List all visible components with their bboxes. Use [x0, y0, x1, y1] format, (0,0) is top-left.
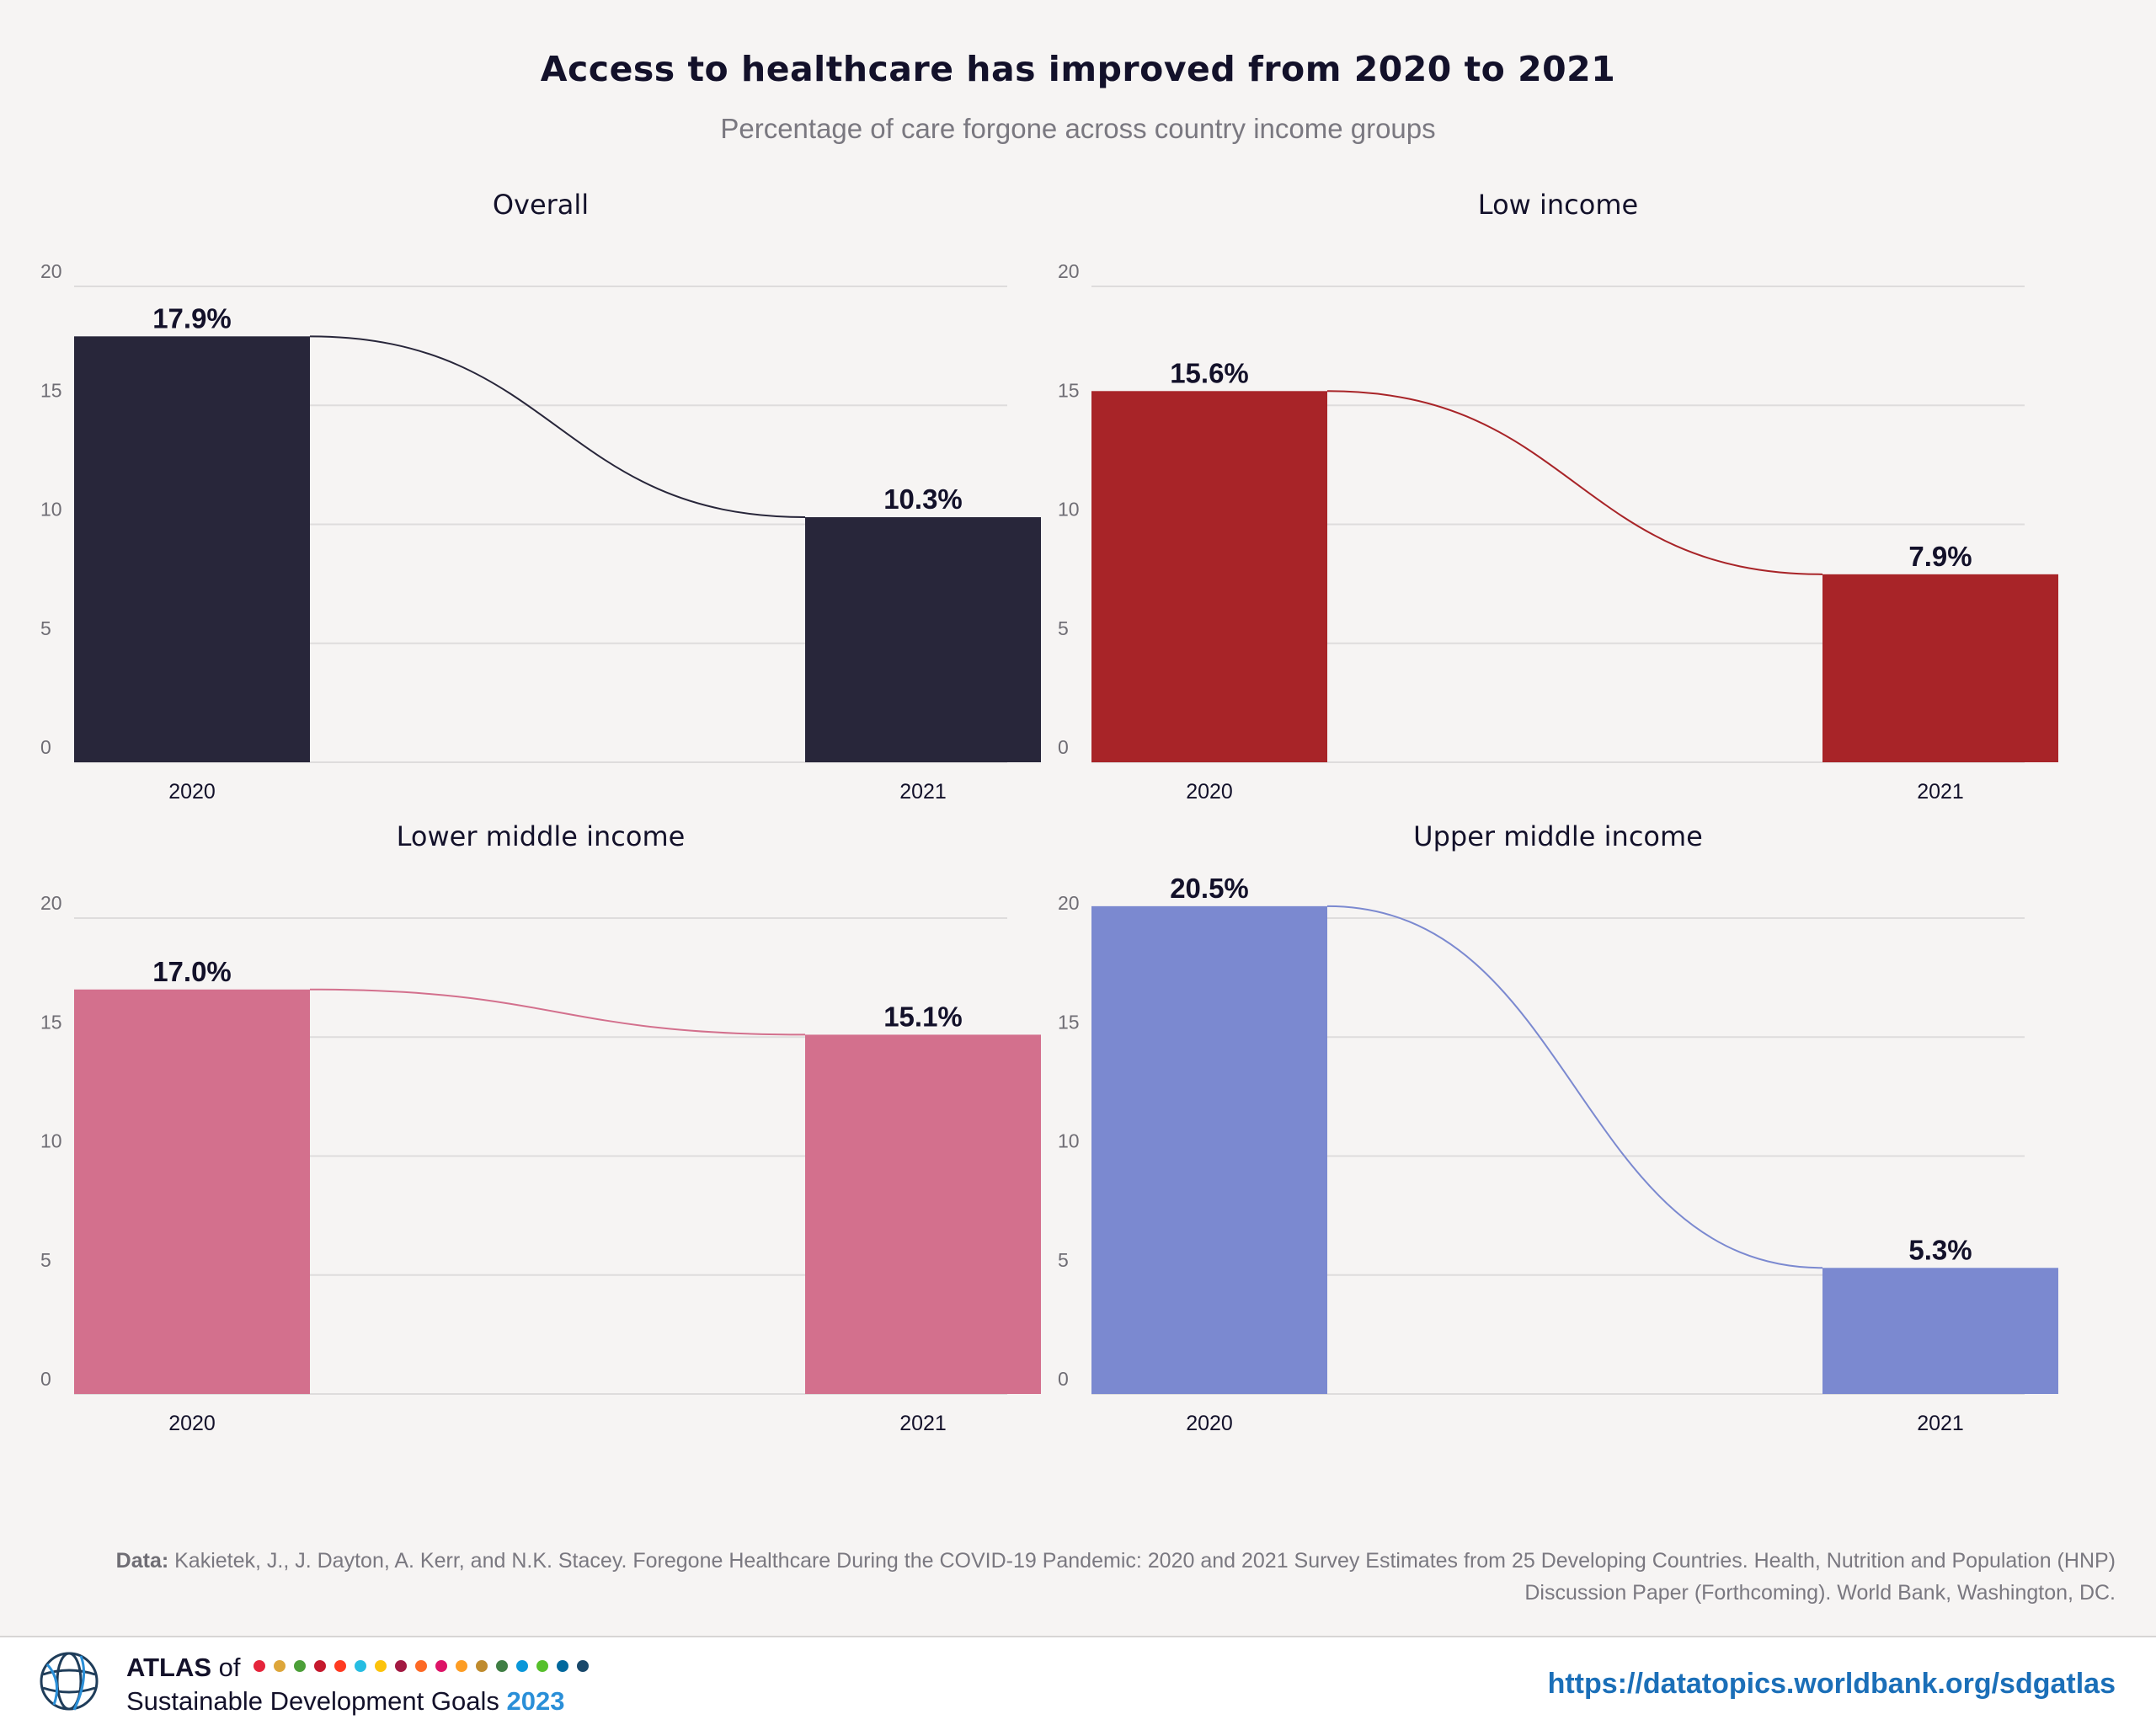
- world-bank-globe-icon: [40, 1652, 99, 1711]
- data-label: 7.9%: [1908, 541, 1972, 572]
- y-tick-label: 5: [40, 1249, 51, 1271]
- y-tick-label: 10: [40, 1130, 62, 1152]
- sdg-dot: [435, 1660, 447, 1672]
- data-label: 17.0%: [152, 956, 232, 987]
- y-tick-label: 0: [40, 1368, 51, 1390]
- sdg-dot: [557, 1660, 568, 1672]
- y-tick-label: 0: [1058, 736, 1069, 758]
- x-tick-label: 2021: [899, 1412, 947, 1435]
- footer-divider: [0, 1636, 2156, 1637]
- atlas-of-word: of: [218, 1653, 241, 1682]
- x-tick-label: 2020: [168, 1412, 216, 1435]
- sdg-dot: [294, 1660, 306, 1672]
- sdg-dot: [577, 1660, 589, 1672]
- data-label: 17.9%: [152, 302, 232, 334]
- x-tick-label: 2020: [168, 780, 216, 804]
- y-tick-label: 20: [1058, 892, 1080, 914]
- bar: [1091, 905, 1327, 1394]
- page-title: Access to healthcare has improved from 2…: [540, 49, 1616, 89]
- sdg-dot: [456, 1660, 467, 1672]
- data-label: 5.3%: [1908, 1234, 1972, 1265]
- y-tick-label: 20: [1058, 260, 1080, 282]
- bar: [805, 1034, 1041, 1394]
- y-tick-label: 15: [1058, 1011, 1080, 1033]
- atlas-word: ATLAS: [126, 1653, 212, 1682]
- panel-title: Low income: [1478, 189, 1638, 221]
- y-tick-label: 5: [1058, 1249, 1069, 1271]
- y-tick-label: 10: [1058, 499, 1080, 521]
- y-tick-label: 0: [40, 736, 51, 758]
- x-tick-label: 2020: [1186, 780, 1233, 804]
- sdg-dot: [415, 1660, 427, 1672]
- sdg-dot: [334, 1660, 346, 1672]
- y-tick-label: 20: [40, 892, 62, 914]
- source-note: Data: Kakietek, J., J. Dayton, A. Kerr, …: [44, 1545, 2116, 1609]
- atlas-wordmark: ATLAS of: [126, 1653, 241, 1683]
- sdg-dot: [355, 1660, 366, 1672]
- panel-title: Lower middle income: [397, 820, 686, 852]
- bar: [74, 989, 310, 1394]
- panel-title: Overall: [493, 189, 589, 221]
- data-label: 20.5%: [1170, 873, 1249, 904]
- connector-line: [309, 335, 806, 519]
- atlas-series-name: Sustainable Development Goals 2023: [126, 1686, 564, 1717]
- bar: [1822, 574, 2058, 762]
- sdg-dot: [375, 1660, 387, 1672]
- panel-title: Upper middle income: [1413, 820, 1703, 852]
- page-subtitle: Percentage of care forgone across countr…: [720, 113, 1436, 144]
- y-tick-label: 10: [40, 499, 62, 521]
- bar: [1091, 391, 1327, 762]
- data-label: 10.3%: [883, 483, 963, 515]
- y-tick-label: 15: [40, 1011, 62, 1033]
- connector-line: [309, 988, 806, 1036]
- sdg-dot: [516, 1660, 528, 1672]
- sdg-dot: [536, 1660, 548, 1672]
- footer: ATLAS of Sustainable Development Goals 2…: [0, 1637, 2156, 1725]
- sdg-dot: [395, 1660, 407, 1672]
- sdg-dot: [476, 1660, 488, 1672]
- bar: [805, 517, 1041, 762]
- x-tick-label: 2021: [1917, 780, 1964, 804]
- atlas-year: 2023: [506, 1686, 565, 1716]
- sdg-dot: [274, 1660, 286, 1672]
- bar: [1822, 1268, 2058, 1394]
- data-label: 15.1%: [883, 1001, 963, 1032]
- sdg-dot: [253, 1660, 265, 1672]
- sdg-dots: [253, 1660, 589, 1672]
- y-tick-label: 10: [1058, 1130, 1080, 1152]
- y-tick-label: 20: [40, 260, 62, 282]
- y-tick-label: 0: [1058, 1368, 1069, 1390]
- bar: [74, 336, 310, 762]
- source-label: Data:: [115, 1549, 169, 1573]
- sdg-dot: [314, 1660, 326, 1672]
- connector-line: [1326, 905, 1823, 1269]
- y-tick-label: 15: [1058, 379, 1080, 401]
- connector-line: [1326, 390, 1823, 575]
- atlas-url-link[interactable]: https://datatopics.worldbank.org/sdgatla…: [1547, 1668, 2116, 1700]
- x-tick-label: 2020: [1186, 1412, 1233, 1435]
- x-tick-label: 2021: [899, 780, 947, 804]
- y-tick-label: 5: [40, 617, 51, 639]
- y-tick-label: 5: [1058, 617, 1069, 639]
- atlas-series-text: Sustainable Development Goals: [126, 1686, 499, 1716]
- y-tick-label: 15: [40, 379, 62, 401]
- source-text: Kakietek, J., J. Dayton, A. Kerr, and N.…: [174, 1549, 2116, 1605]
- x-tick-label: 2021: [1917, 1412, 1964, 1435]
- sdg-dot: [496, 1660, 508, 1672]
- data-label: 15.6%: [1170, 357, 1249, 388]
